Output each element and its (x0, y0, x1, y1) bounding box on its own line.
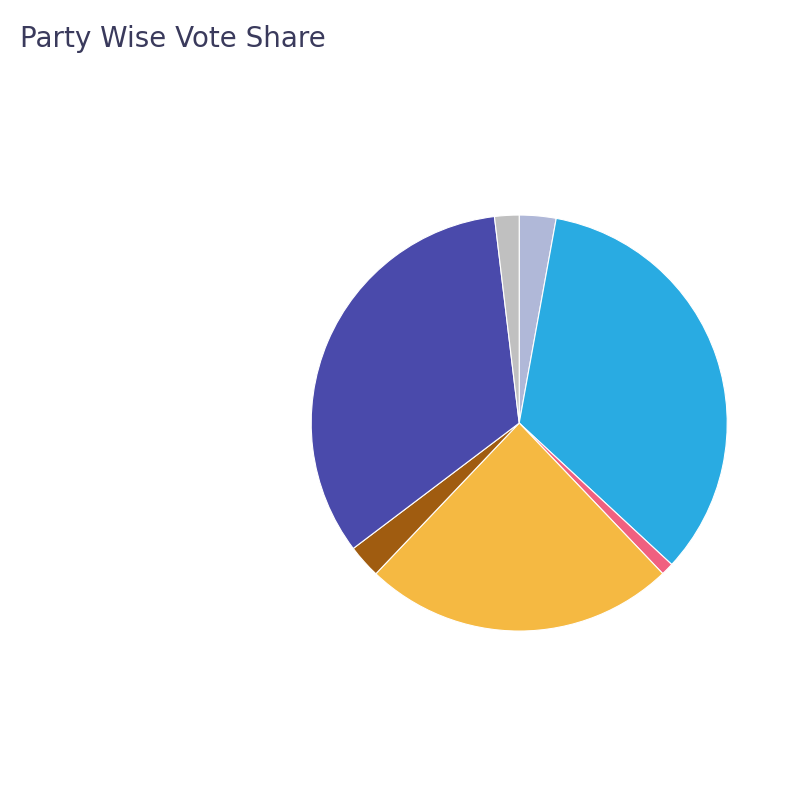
Wedge shape (376, 423, 662, 631)
Wedge shape (311, 216, 519, 549)
Wedge shape (519, 215, 556, 423)
Wedge shape (494, 215, 519, 423)
Wedge shape (519, 423, 672, 574)
Wedge shape (354, 423, 519, 574)
Wedge shape (519, 219, 727, 564)
Text: Party Wise Vote Share: Party Wise Vote Share (20, 25, 326, 53)
